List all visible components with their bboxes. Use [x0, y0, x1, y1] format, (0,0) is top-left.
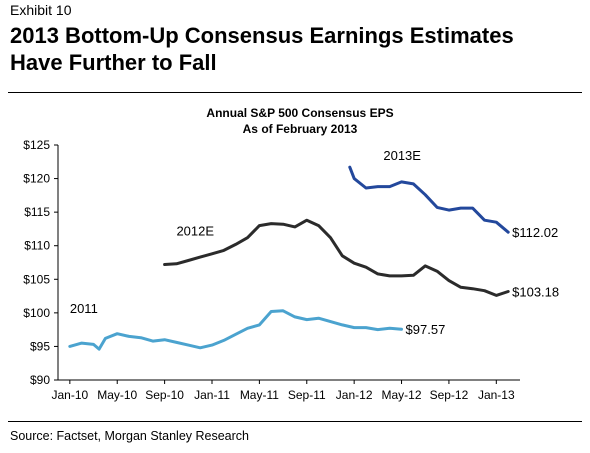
x-tick-label: May-12 [382, 388, 422, 402]
y-tick-label: $105 [23, 272, 50, 286]
series-end-label-2013e: $112.02 [512, 225, 558, 240]
chart-title: Annual S&P 500 Consensus EPS [206, 106, 393, 120]
series-line-2012e [163, 218, 510, 297]
y-tick-label: $100 [23, 306, 50, 320]
source-note: Source: Factset, Morgan Stanley Research [10, 429, 250, 443]
x-tick-label: Jan-10 [51, 388, 88, 402]
series-name-label-2011: 2011 [70, 301, 98, 316]
headline: 2013 Bottom-Up Consensus Earnings Estima… [10, 22, 580, 76]
x-tick-label: May-10 [97, 388, 137, 402]
chart-subtitle: As of February 2013 [243, 122, 358, 136]
series-name-label-2012e: 2012E [176, 224, 214, 239]
headline-line-2: Have Further to Fall [10, 50, 217, 75]
series-end-label-2011: $97.57 [406, 322, 446, 337]
x-tick-label: Sep-12 [430, 388, 469, 402]
y-tick-label: $110 [24, 239, 50, 253]
x-tick-label: Sep-11 [288, 388, 326, 402]
eps-line-chart: Annual S&P 500 Consensus EPS As of Febru… [23, 106, 559, 402]
series-name-label-2013e: 2013E [383, 148, 421, 163]
chart-series [68, 165, 510, 351]
x-tick-label: Jan-13 [478, 388, 515, 402]
bottom-rule [8, 421, 582, 422]
y-tick-label: $95 [30, 339, 50, 353]
x-tick-label: Sep-10 [145, 388, 184, 402]
series-line-2011 [68, 309, 403, 351]
headline-line-1: 2013 Bottom-Up Consensus Earnings Estima… [10, 23, 514, 48]
y-tick-label: $90 [30, 373, 50, 387]
x-tick-label: Jan-12 [336, 388, 373, 402]
series-end-label-2012e: $103.18 [512, 285, 559, 300]
x-tick-label: May-11 [240, 388, 279, 402]
x-tick-label: Jan-11 [194, 388, 230, 402]
y-tick-label: $125 [23, 138, 50, 152]
y-tick-label: $115 [24, 205, 50, 219]
y-tick-label: $120 [23, 172, 50, 186]
chart-labels: $97.57 2011 $103.18 2012E $112.02 2013E [70, 148, 559, 337]
exhibit-label: Exhibit 10 [10, 2, 72, 18]
series-line-2013e [348, 165, 510, 234]
top-rule [8, 92, 582, 93]
